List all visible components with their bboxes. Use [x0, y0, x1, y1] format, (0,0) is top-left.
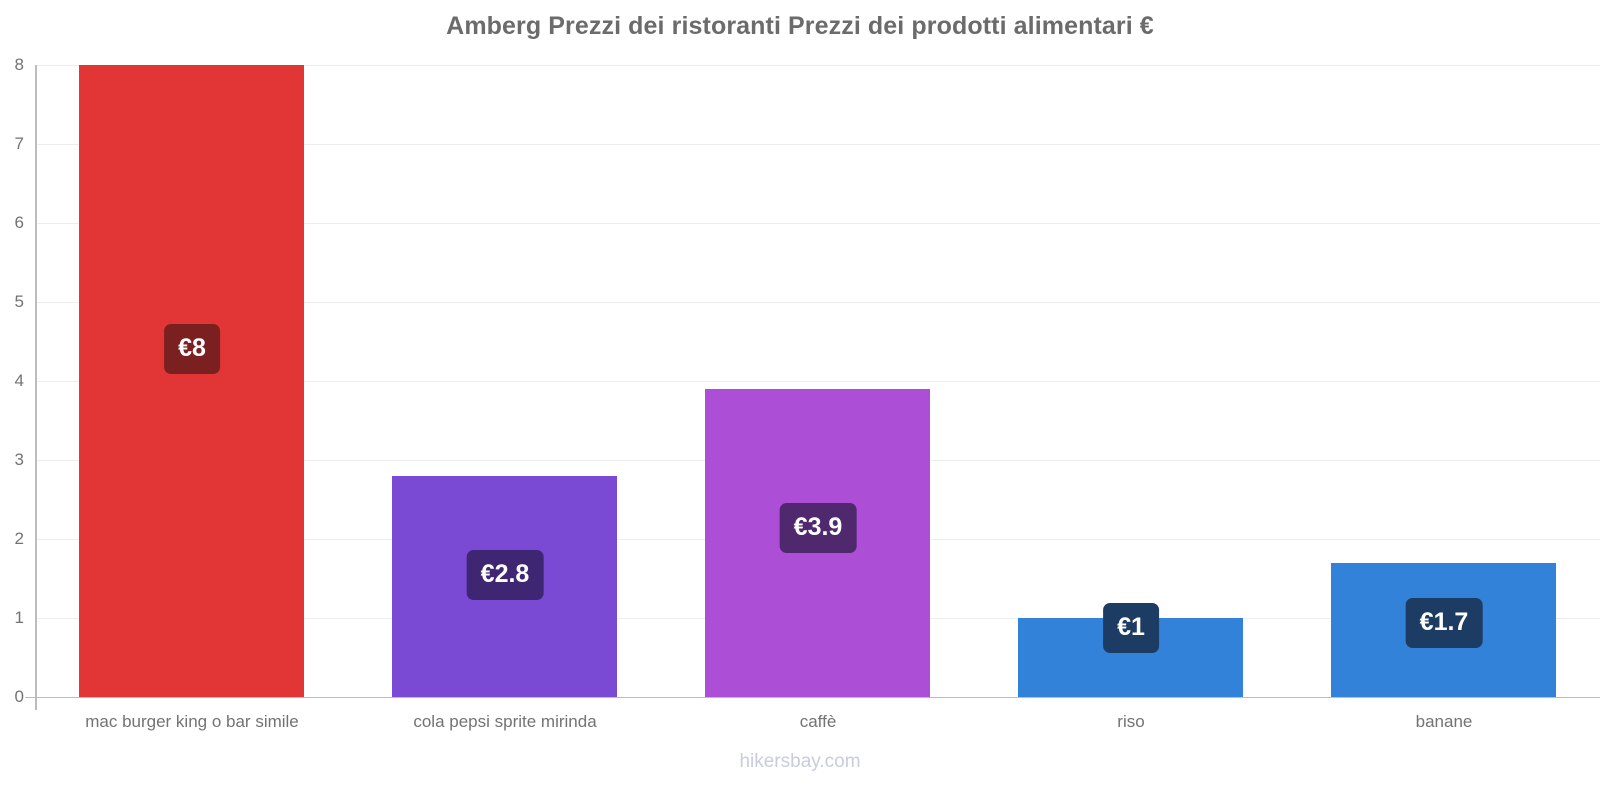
y-axis-tick-label: 8 — [14, 55, 24, 74]
watermark: hikersbay.com — [739, 751, 861, 772]
y-axis-line — [35, 65, 37, 710]
bar-value-label: €1 — [1103, 603, 1159, 653]
bar-value-label: €8 — [164, 324, 220, 374]
gridline — [35, 302, 1600, 303]
gridline — [35, 65, 1600, 66]
gridline — [35, 223, 1600, 224]
gridline — [25, 697, 1600, 698]
x-axis-tick-label: caffè — [799, 712, 837, 731]
y-axis-tick-label: 0 — [14, 687, 24, 706]
y-axis-tick-label: 5 — [14, 292, 24, 311]
x-axis-tick-label: banane — [1415, 712, 1473, 731]
y-axis-tick-label: 7 — [14, 134, 24, 153]
y-axis-tick-label: 3 — [14, 450, 24, 469]
page-title: Amberg Prezzi dei ristoranti Prezzi dei … — [446, 12, 1154, 40]
y-axis-tick-label: 4 — [14, 371, 24, 390]
x-axis-tick-label: cola pepsi sprite mirinda — [413, 712, 597, 731]
y-axis-tick-label: 2 — [14, 529, 24, 548]
bar-value-label: €3.9 — [779, 503, 857, 553]
bar[interactable] — [79, 65, 304, 697]
bar-value-label: €1.7 — [1405, 598, 1483, 648]
x-axis-tick-label: mac burger king o bar simile — [85, 712, 299, 731]
bar-value-label: €2.8 — [466, 550, 544, 600]
gridline — [35, 144, 1600, 145]
y-axis-tick-label: 1 — [14, 608, 24, 627]
y-axis-tick-label: 6 — [14, 213, 24, 232]
x-axis-tick-label: riso — [1117, 712, 1145, 731]
gridline — [35, 381, 1600, 382]
